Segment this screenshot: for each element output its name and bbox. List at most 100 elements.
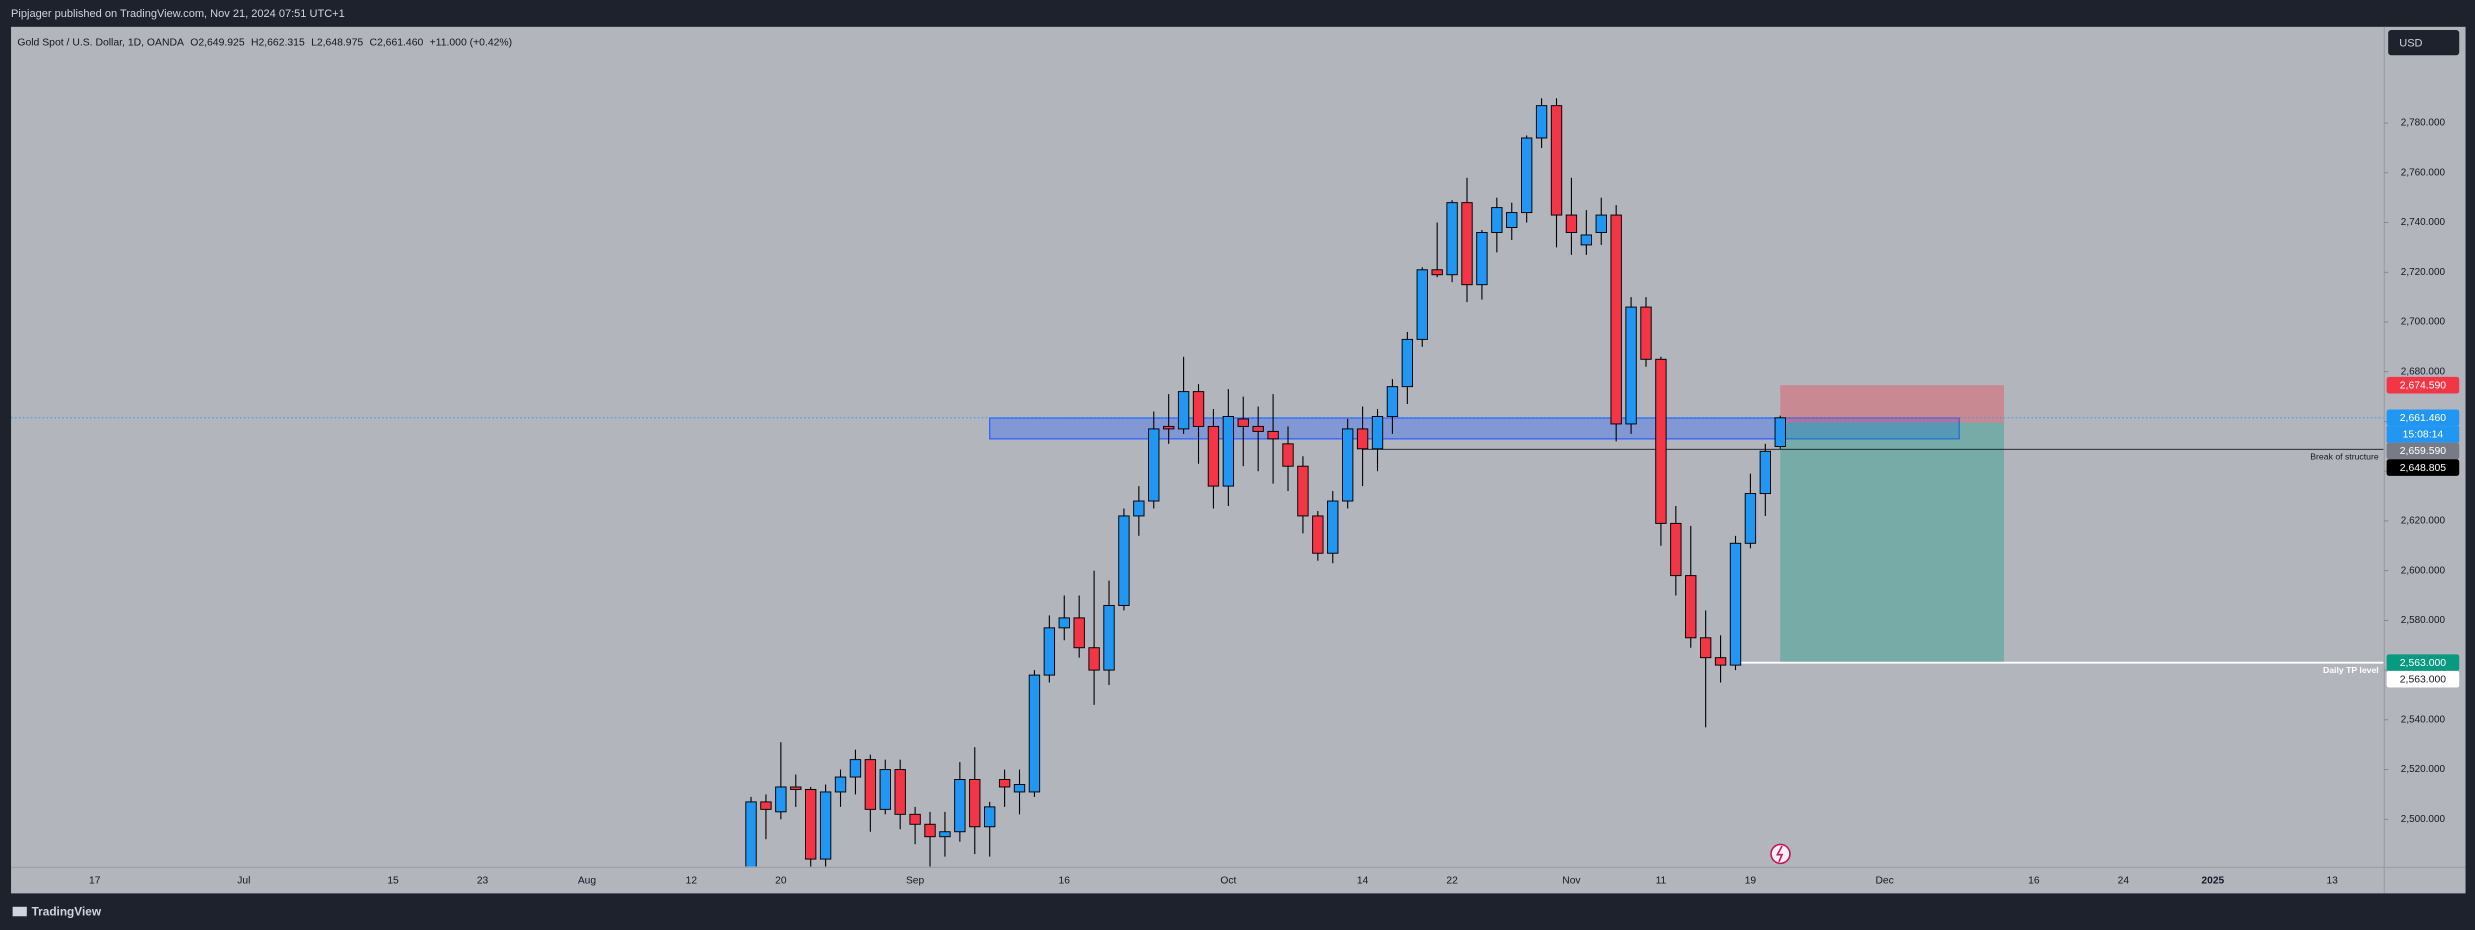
y-tick-label: 2,620.000 bbox=[2401, 516, 2446, 527]
candle-body bbox=[1729, 542, 1742, 666]
candle-body bbox=[849, 759, 862, 778]
candle-body bbox=[1192, 391, 1205, 427]
horizontal-line-label: Daily TP level bbox=[2323, 665, 2379, 675]
x-tick-label: 19 bbox=[1745, 875, 1757, 886]
x-tick-label: 13 bbox=[2326, 875, 2338, 886]
countdown-label: 15:08:14 bbox=[2403, 430, 2444, 441]
candle-body bbox=[1535, 105, 1548, 139]
candle-body bbox=[1133, 500, 1145, 517]
y-tick-label: 2,600.000 bbox=[2401, 565, 2446, 576]
candle-body bbox=[1759, 450, 1772, 495]
price-axis: 2,500.0002,520.0002,540.0002,560.0002,58… bbox=[2384, 118, 2460, 825]
candle-body bbox=[894, 769, 906, 815]
candle-body bbox=[1520, 137, 1533, 214]
plot-background bbox=[11, 26, 2466, 894]
y-tick-label: 2,520.000 bbox=[2401, 764, 2446, 775]
footer-logo bbox=[12, 906, 27, 917]
candle-body bbox=[1058, 617, 1070, 629]
event-icon-bolt bbox=[1775, 845, 1784, 863]
candle-body bbox=[1341, 428, 1354, 502]
candle-body bbox=[790, 786, 802, 790]
candle-body bbox=[1371, 416, 1384, 450]
y-tick-label: 2,760.000 bbox=[2401, 167, 2446, 178]
countdown-box bbox=[2386, 426, 2460, 443]
candle-body bbox=[1013, 784, 1026, 793]
x-tick-label: Aug bbox=[578, 875, 597, 886]
candle-body bbox=[1670, 522, 1682, 577]
price-label: 2,563.000 bbox=[2400, 674, 2447, 685]
candle-body bbox=[1148, 428, 1160, 502]
candle-body bbox=[924, 823, 936, 838]
candle-body bbox=[834, 776, 847, 793]
horizontal-line-label: Break of structure bbox=[2310, 451, 2379, 461]
x-tick-label: 2025 bbox=[2201, 875, 2224, 886]
candle-body bbox=[1267, 430, 1279, 440]
symbol-title: Gold Spot / U.S. Dollar, 1D, OANDA bbox=[17, 37, 184, 48]
candle-body bbox=[1550, 105, 1563, 216]
candle-body bbox=[1744, 493, 1757, 544]
candle-body bbox=[939, 831, 951, 838]
candle-body bbox=[864, 759, 877, 810]
y-tick-label: 2,540.000 bbox=[2401, 714, 2446, 725]
x-tick-label: Dec bbox=[1876, 875, 1894, 886]
candle-body bbox=[954, 779, 966, 833]
x-tick-label: 11 bbox=[1656, 875, 1667, 886]
candle-body bbox=[1073, 617, 1085, 649]
candle-body bbox=[1043, 627, 1056, 676]
candle-body bbox=[1237, 418, 1249, 427]
price-label: 2,674.590 bbox=[2400, 380, 2447, 391]
y-tick-label: 2,780.000 bbox=[2401, 118, 2446, 129]
candle-body bbox=[805, 788, 817, 860]
currency-button[interactable] bbox=[2388, 29, 2460, 56]
candle-body bbox=[1088, 647, 1100, 671]
candle-body bbox=[1699, 637, 1712, 659]
candle-body bbox=[1401, 338, 1414, 388]
candle-body bbox=[1312, 515, 1324, 554]
candle-body bbox=[998, 779, 1011, 788]
y-tick-label: 2,680.000 bbox=[2401, 366, 2446, 377]
price-label-box bbox=[2386, 376, 2460, 394]
candle-body bbox=[1640, 306, 1652, 360]
y-tick-label: 2,500.000 bbox=[2401, 814, 2446, 825]
price-label-box bbox=[2386, 459, 2460, 476]
price-label: 2,563.000 bbox=[2400, 658, 2447, 669]
price-label-box bbox=[2386, 670, 2460, 688]
ohlc-open: O2,649.925 bbox=[190, 37, 245, 48]
publisher: Pipjager published on TradingView.com, N… bbox=[11, 8, 345, 20]
candle-body bbox=[1356, 428, 1369, 450]
candle-body bbox=[819, 791, 832, 860]
candle-body bbox=[1461, 202, 1473, 286]
x-tick-label: 17 bbox=[89, 875, 101, 886]
candle-body bbox=[1118, 515, 1130, 606]
candle-body bbox=[1595, 214, 1607, 233]
candle-body bbox=[1565, 214, 1578, 233]
candle-body bbox=[1386, 386, 1399, 417]
price-label: 2,661.460 bbox=[2400, 413, 2447, 424]
candle-body bbox=[745, 801, 757, 867]
x-tick-label: 12 bbox=[686, 875, 698, 886]
candle-body bbox=[879, 769, 891, 810]
candle-body bbox=[1282, 443, 1294, 467]
candle-body bbox=[984, 806, 996, 828]
currency-label[interactable]: USD bbox=[2399, 37, 2422, 49]
x-tick-label: 16 bbox=[2028, 875, 2040, 886]
candle-body bbox=[1431, 269, 1443, 276]
x-tick-label: Sep bbox=[906, 875, 925, 886]
candle-body bbox=[1103, 604, 1115, 671]
position-target-area bbox=[1780, 422, 2004, 663]
x-tick-label: Oct bbox=[1220, 875, 1236, 886]
candle-body bbox=[1162, 425, 1175, 430]
candle-body bbox=[760, 801, 772, 810]
candle-body bbox=[1774, 417, 1786, 447]
x-tick-label: 24 bbox=[2118, 875, 2130, 886]
x-tick-label: 22 bbox=[1446, 875, 1458, 886]
x-tick-label: Jul bbox=[237, 875, 250, 886]
x-tick-label: 20 bbox=[775, 875, 787, 886]
candle-body bbox=[1580, 234, 1593, 246]
ohlc-close: C2,661.460 bbox=[369, 37, 423, 48]
candle-body bbox=[1207, 425, 1220, 487]
candle-body bbox=[1610, 214, 1622, 425]
y-tick-label: 2,700.000 bbox=[2401, 317, 2446, 328]
